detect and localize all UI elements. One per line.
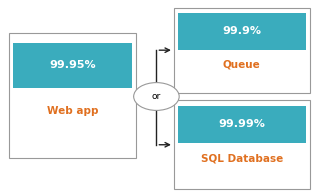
Bar	[178, 106, 306, 143]
Text: 99.95%: 99.95%	[49, 60, 96, 70]
Text: 99.9%: 99.9%	[222, 26, 261, 36]
Text: Web app: Web app	[47, 106, 98, 116]
Bar	[174, 8, 310, 93]
Circle shape	[134, 83, 179, 110]
Text: Queue: Queue	[223, 60, 261, 70]
Text: 99.99%: 99.99%	[218, 119, 265, 129]
Bar	[174, 100, 310, 189]
Text: or: or	[152, 92, 161, 101]
Bar	[9, 33, 136, 158]
Bar	[13, 43, 132, 88]
Text: SQL Database: SQL Database	[201, 153, 283, 163]
Bar	[178, 13, 306, 50]
